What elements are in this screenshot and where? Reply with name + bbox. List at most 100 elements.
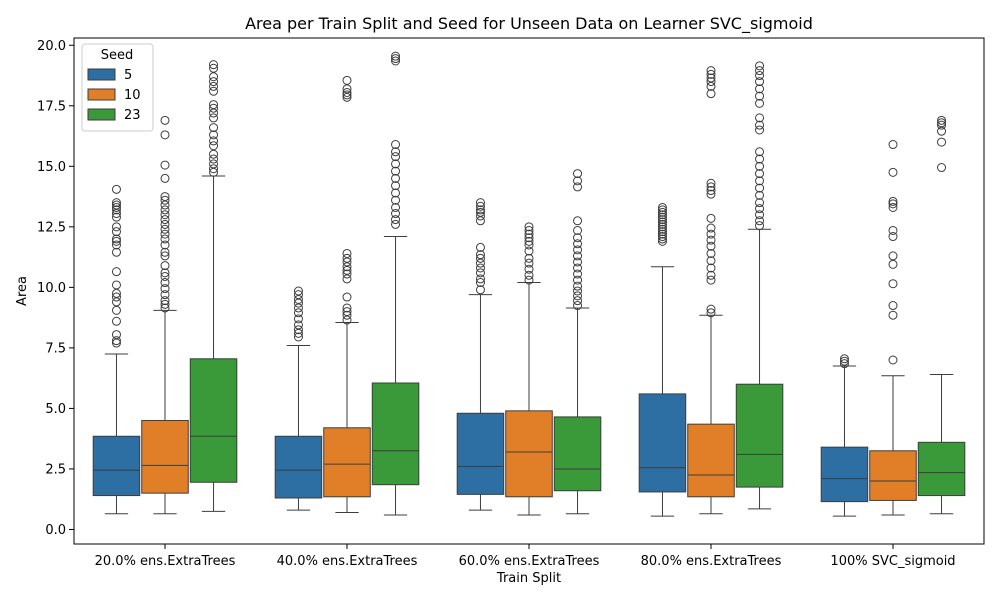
outlier-point bbox=[160, 299, 170, 309]
outlier-point bbox=[573, 251, 583, 261]
chart-title: Area per Train Split and Seed for Unseen… bbox=[245, 14, 813, 34]
outlier-point bbox=[209, 77, 219, 87]
outlier-point bbox=[475, 205, 485, 215]
outlier-point bbox=[755, 210, 765, 220]
legend-label: 10 bbox=[124, 88, 141, 103]
outlier-point bbox=[209, 141, 219, 151]
outlier-point bbox=[573, 296, 583, 306]
outlier-point bbox=[111, 336, 121, 346]
outlier-point bbox=[755, 125, 765, 135]
outlier-point bbox=[524, 275, 534, 285]
outlier-point bbox=[573, 169, 583, 179]
outlier-point bbox=[209, 130, 219, 140]
outlier-point bbox=[755, 113, 765, 123]
outlier-point bbox=[111, 280, 121, 290]
outlier-point bbox=[888, 310, 898, 320]
outlier-point bbox=[573, 263, 583, 273]
outlier-point bbox=[475, 274, 485, 284]
y-axis: 0.0 2.5 5.0 7.5 10.0 12.5 15.0 17.5 20.0 bbox=[37, 39, 74, 538]
box-group bbox=[553, 169, 602, 515]
box-body bbox=[505, 410, 553, 498]
box-group bbox=[505, 222, 553, 516]
outlier-point bbox=[293, 320, 303, 330]
legend: Seed 5 10 23 bbox=[81, 43, 154, 132]
outlier-point bbox=[160, 284, 170, 294]
outlier-point bbox=[342, 310, 352, 320]
outlier-point bbox=[755, 161, 765, 171]
outlier-point bbox=[391, 195, 401, 205]
outlier-point bbox=[475, 211, 485, 221]
outlier-point bbox=[160, 247, 170, 257]
box-body bbox=[917, 441, 966, 497]
outlier-point bbox=[657, 224, 667, 234]
outlier-point bbox=[111, 247, 121, 257]
box-body bbox=[687, 423, 735, 498]
x-tick-label: 40.0% ens.ExtraTrees bbox=[277, 554, 418, 569]
outlier-point bbox=[888, 355, 898, 365]
outlier-point bbox=[888, 167, 898, 177]
outlier-point bbox=[755, 154, 765, 164]
outlier-point bbox=[160, 271, 170, 281]
outlier-point bbox=[160, 210, 170, 220]
legend-swatch bbox=[87, 108, 116, 121]
outlier-point bbox=[160, 278, 170, 288]
outlier-point bbox=[475, 242, 485, 252]
outlier-point bbox=[573, 182, 583, 192]
outlier-point bbox=[391, 56, 401, 66]
outlier-point bbox=[888, 251, 898, 261]
outlier-point bbox=[573, 225, 583, 235]
box-group bbox=[189, 60, 238, 512]
outlier-point bbox=[755, 91, 765, 101]
outlier-point bbox=[391, 166, 401, 176]
outlier-point bbox=[706, 223, 716, 233]
box-group bbox=[687, 66, 735, 515]
outlier-point bbox=[937, 137, 947, 147]
outlier-point bbox=[524, 225, 534, 235]
outlier-point bbox=[391, 188, 401, 198]
box-body bbox=[92, 435, 141, 497]
outlier-point bbox=[706, 235, 716, 245]
outlier-point bbox=[342, 303, 352, 313]
outlier-point bbox=[111, 184, 121, 194]
outlier-point bbox=[475, 250, 485, 260]
box-group bbox=[735, 61, 784, 510]
outlier-point bbox=[475, 201, 485, 211]
outlier-point bbox=[657, 202, 667, 212]
y-tick-label: 15.0 bbox=[37, 160, 66, 175]
outlier-point bbox=[706, 304, 716, 314]
outlier-point bbox=[391, 54, 401, 64]
outlier-point bbox=[657, 227, 667, 237]
box-body bbox=[869, 450, 917, 501]
outlier-point bbox=[293, 325, 303, 335]
outlier-point bbox=[209, 86, 219, 96]
outlier-point bbox=[657, 212, 667, 222]
outlier-point bbox=[839, 359, 849, 369]
outlier-point bbox=[755, 183, 765, 193]
outlier-point bbox=[573, 291, 583, 301]
outlier-point bbox=[706, 189, 716, 199]
x-axis-label: Train Split bbox=[496, 571, 561, 586]
box-body bbox=[820, 446, 869, 503]
outlier-point bbox=[391, 219, 401, 229]
outlier-point bbox=[293, 286, 303, 296]
outlier-point bbox=[342, 248, 352, 258]
outlier-point bbox=[706, 66, 716, 76]
y-tick-label: 12.5 bbox=[37, 220, 66, 235]
outlier-point bbox=[706, 213, 716, 223]
box-body bbox=[553, 416, 602, 492]
outlier-point bbox=[111, 292, 121, 302]
outlier-point bbox=[706, 69, 716, 79]
outlier-point bbox=[391, 202, 401, 212]
legend-swatch bbox=[87, 68, 116, 81]
box-group bbox=[323, 75, 371, 514]
outlier-point bbox=[160, 173, 170, 183]
outlier-point bbox=[657, 236, 667, 246]
outlier-point bbox=[475, 263, 485, 273]
outlier-point bbox=[391, 147, 401, 157]
outlier-point bbox=[160, 290, 170, 300]
outlier-point bbox=[209, 63, 219, 73]
outlier-point bbox=[111, 200, 121, 210]
outlier-point bbox=[573, 286, 583, 296]
outlier-point bbox=[524, 222, 534, 232]
outlier-point bbox=[657, 232, 667, 242]
